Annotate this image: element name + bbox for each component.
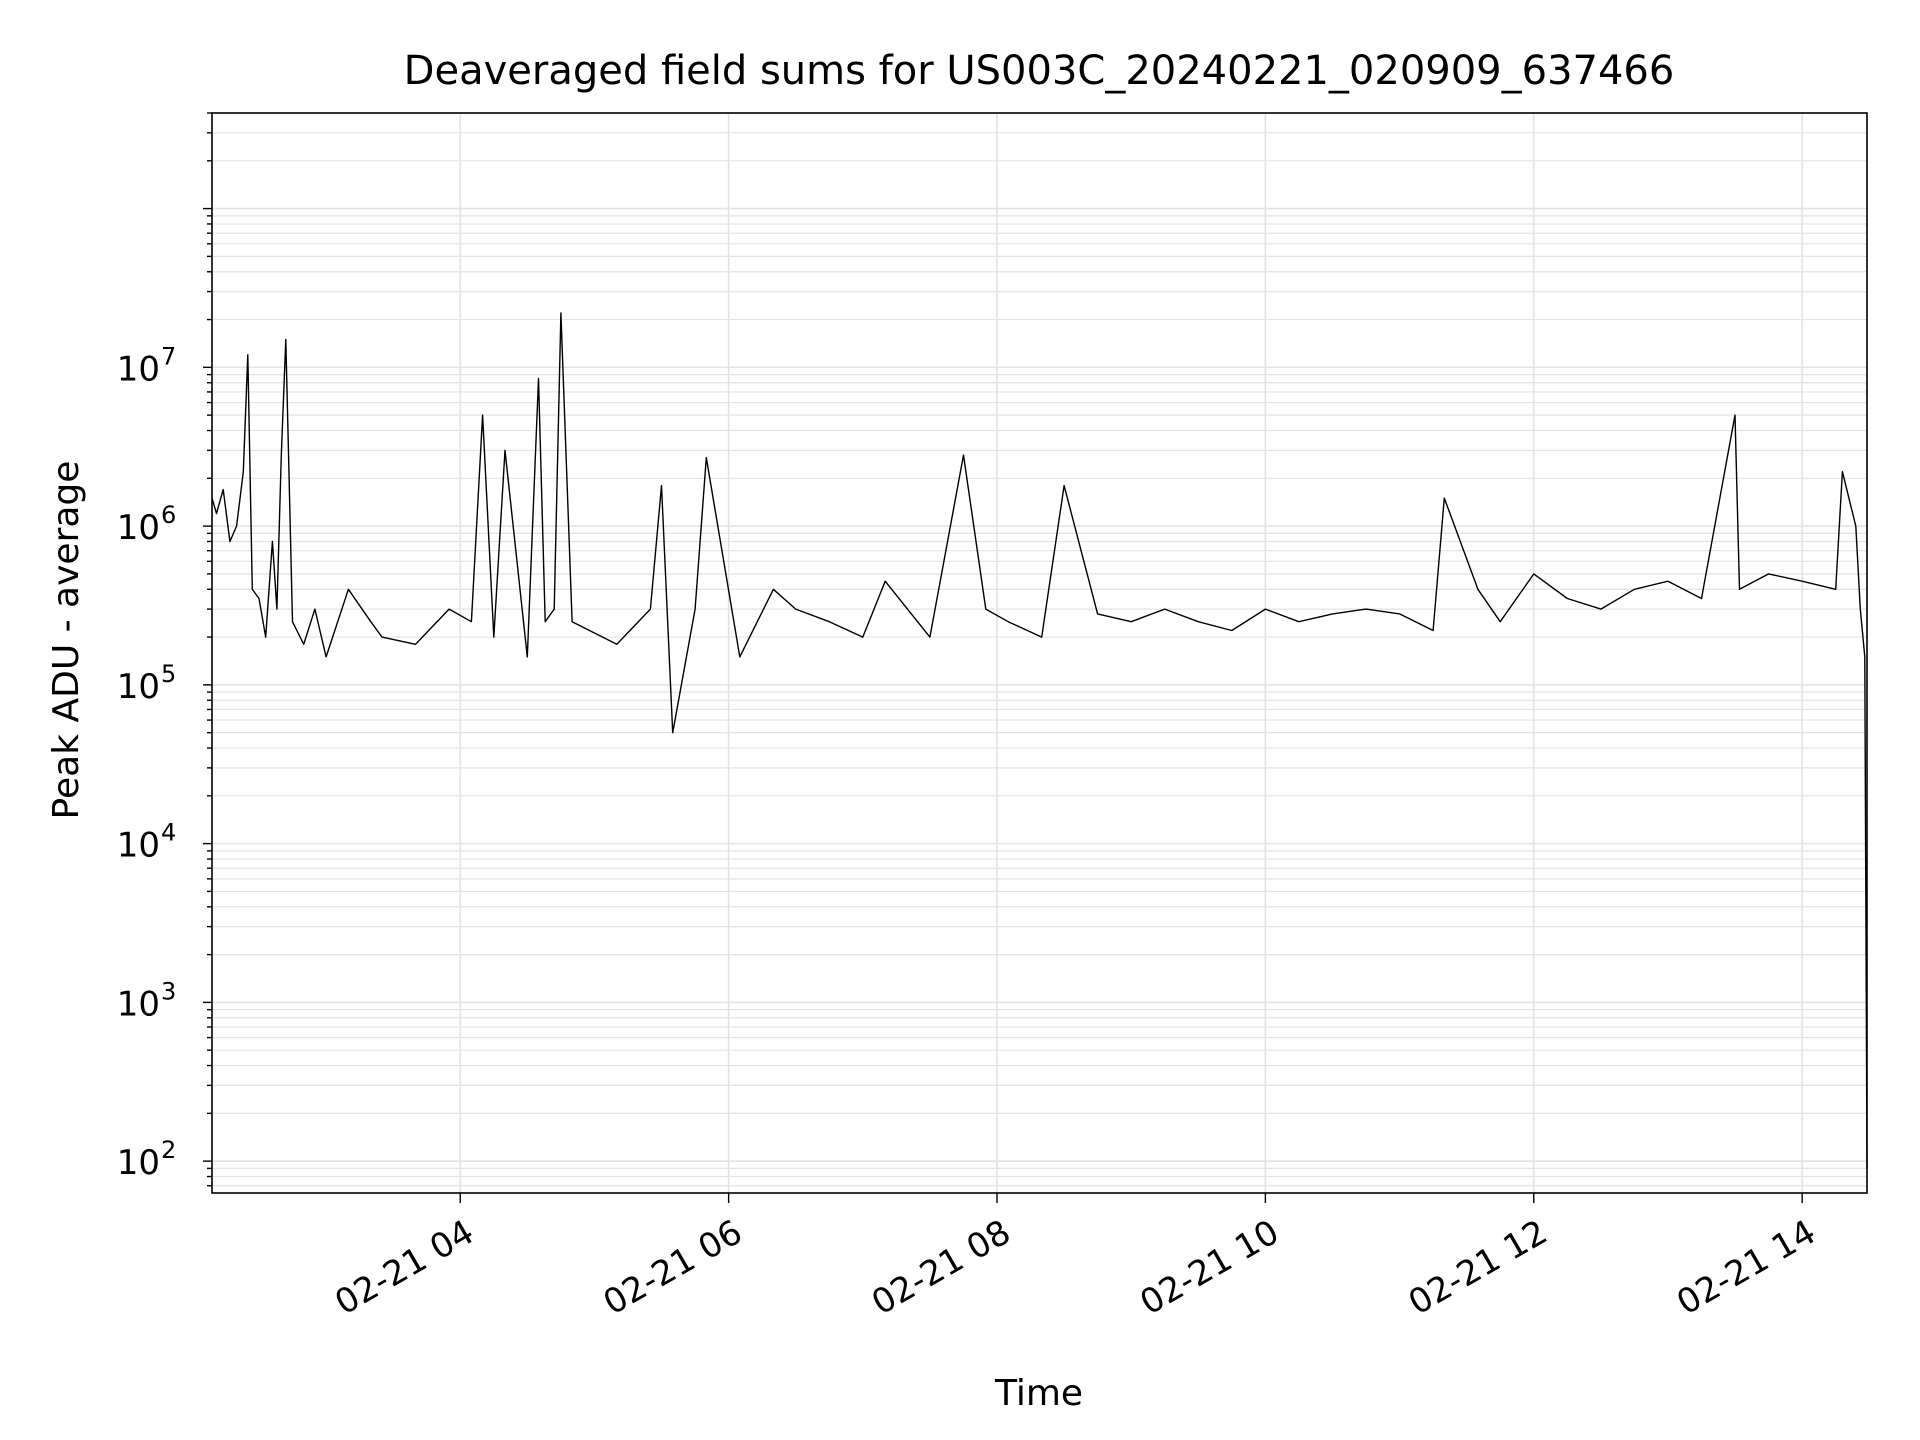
y-tick-label-exponent: 5 [161, 660, 176, 688]
y-tick-label-exponent: 4 [161, 819, 176, 847]
y-tick-label: 10 [117, 984, 160, 1024]
y-tick-label: 10 [117, 826, 160, 866]
chart-title: Deaveraged field sums for US003C_2024022… [404, 48, 1675, 94]
y-tick-label: 10 [117, 667, 160, 707]
y-tick-label: 10 [117, 349, 160, 389]
y-tick-label: 10 [117, 508, 160, 548]
y-tick-label-exponent: 3 [161, 977, 176, 1005]
y-tick-label-exponent: 6 [161, 501, 176, 529]
plot-frame [211, 112, 1868, 1194]
y-tick-label-exponent: 7 [161, 342, 176, 370]
grid-lines [212, 112, 1867, 1193]
x-axis-label: Time [994, 1373, 1083, 1414]
y-tick-label: 10 [117, 1143, 160, 1183]
y-axis-label: Peak ADU - average [46, 461, 87, 820]
series-line [211, 312, 1868, 1169]
y-tick-label-exponent: 2 [161, 1136, 176, 1164]
series-layer [211, 312, 1868, 1169]
